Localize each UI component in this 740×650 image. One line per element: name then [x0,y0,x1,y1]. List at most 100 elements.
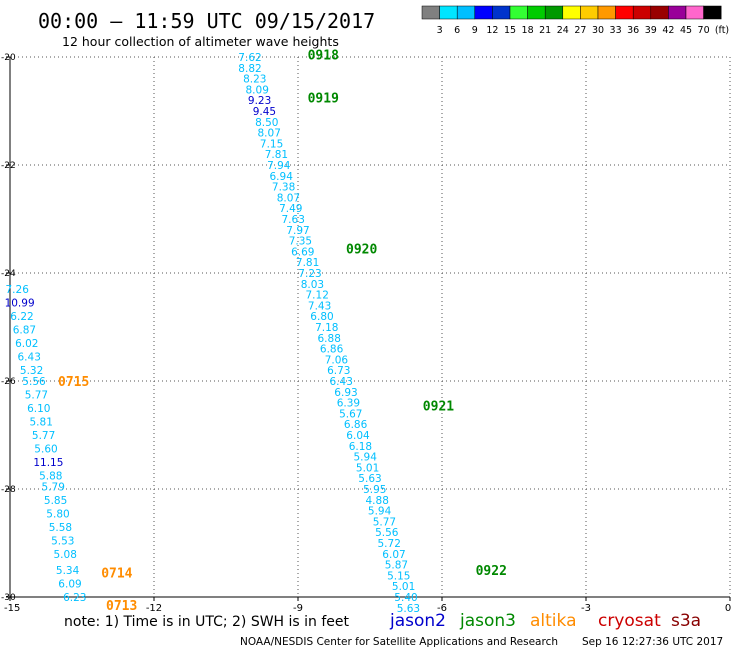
swh-value-label: 6.73 [327,365,350,377]
legend-entry-jason2: jason2 [389,611,446,631]
note-text: note: 1) Time is in UTC; 2) SWH is in fe… [64,614,350,630]
swh-value-label: 7.94 [267,160,291,172]
colorbar-tick-label: 30 [592,25,604,36]
swh-value-label: 5.40 [394,592,417,604]
swh-value-label: 7.81 [296,257,319,269]
swh-value-label: 6.04 [346,430,370,442]
swh-value-label: 7.43 [308,300,331,312]
swh-value-label: 5.01 [392,581,415,593]
swh-value-label: 5.56 [22,376,46,388]
x-tick-label: -15 [4,603,20,614]
swh-value-label: 7.26 [6,284,30,296]
page-title: 00:00 – 11:59 UTC 09/15/2017 [38,9,375,33]
pass-time-label: 0918 [308,48,339,63]
swh-value-label: 7.62 [238,52,261,64]
swh-value-label: 7.81 [265,149,288,161]
swh-value-label: 5.81 [30,417,53,429]
x-tick-label: 0 [725,603,731,614]
swh-value-label: 7.18 [315,322,338,334]
swh-value-label: 8.50 [255,117,278,129]
colorbar-tick-label: 12 [486,25,498,36]
swh-value-label: 5.77 [25,390,48,402]
swh-value-label: 6.18 [349,441,372,453]
swh-value-label: 5.94 [354,452,378,464]
x-tick-label: -12 [146,603,162,614]
colorbar-swatch [562,5,581,20]
colorbar-tick-label: 70 [698,25,710,36]
colorbar-swatch [509,5,528,20]
colorbar-swatch [421,5,440,20]
y-tick-label: -22 [1,161,16,171]
colorbar-swatch [544,5,564,20]
colorbar-tick-label: 45 [680,25,692,36]
y-tick-label: -28 [1,485,16,495]
pass-time-label: 0920 [346,243,377,258]
swh-value-label: 5.85 [44,495,67,507]
swh-value-label: 5.63 [358,473,381,485]
pass-time-label: 0714 [101,567,132,582]
swh-value-label: 5.80 [46,508,69,520]
swh-value-label: 7.12 [306,290,329,302]
colorbar-swatch [703,5,722,20]
swh-value-label: 5.08 [54,549,77,561]
y-tick-label: -24 [1,269,16,279]
page-subtitle: 12 hour collection of altimeter wave hei… [62,34,339,49]
swh-value-label: 6.94 [270,171,294,183]
swh-value-label: 7.97 [286,225,309,237]
swh-value-label: 6.07 [382,549,405,561]
x-tick-label: -6 [437,603,447,614]
swh-value-label: 6.43 [18,352,41,364]
swh-value-label: 8.82 [238,63,261,75]
swh-value-label: 6.69 [291,246,314,258]
satellite-legend: jason2 jason3 altika cryosat s3a [389,611,701,631]
colorbar-swatch [439,5,458,20]
colorbar-tick-label: 3 [437,25,443,36]
legend-entry-jason3: jason3 [459,611,516,631]
swh-value-label: 5.34 [56,565,80,577]
swh-value-label: 7.06 [325,354,349,366]
swh-value-label: 6.88 [318,333,341,345]
legend-entry-s3a: s3a [671,611,701,631]
swh-value-label: 8.07 [277,192,300,204]
colorbar-tick-label: 6 [454,25,460,36]
colorbar-swatch [474,5,493,20]
swh-value-label: 9.23 [248,95,271,107]
colorbar-legend: 3 6 9 12 15 18 21 24 27 30 33 36 39 42 45 70 (ft) [421,5,729,36]
swh-value-label: 5.72 [378,538,401,550]
swh-value-label: 7.49 [279,203,302,215]
colorbar-tick-label: 42 [662,25,674,36]
plot-marks: 7.628.828.238.099.239.458.508.077.157.81… [5,48,507,614]
swh-value-label: 5.53 [51,535,74,547]
swh-value-label: 5.95 [363,484,386,496]
colorbar-swatch [668,5,687,20]
colorbar-tick-label: 27 [574,25,586,36]
swh-value-label: 4.88 [366,495,389,507]
pass-time-label: 0922 [476,564,507,579]
colorbar-tick-label: 21 [539,25,551,36]
swh-value-label: 7.35 [289,236,312,248]
pass-time-label: 0715 [58,375,89,390]
swh-value-label: 8.23 [243,74,266,86]
colorbar-swatch [456,5,476,20]
colorbar-unit: (ft) [715,25,729,36]
swh-value-label: 5.79 [42,481,65,493]
swh-value-label: 7.15 [260,138,283,150]
swh-value-label: 6.10 [27,403,50,415]
colorbar-swatch [650,5,669,20]
swh-value-label: 5.87 [385,560,408,572]
legend-entry-cryosat: cryosat [598,611,661,631]
swh-value-label: 11.15 [33,457,63,469]
swh-value-label: 6.43 [330,376,353,388]
swh-value-label: 5.88 [39,471,62,483]
swh-value-label: 8.03 [301,279,324,291]
swh-value-label: 5.60 [34,444,57,456]
pass-time-label: 0713 [106,599,137,614]
timestamp-text: Sep 16 12:27:36 UTC 2017 [582,636,723,648]
x-tick-label: -3 [581,603,591,614]
swh-value-label: 8.07 [258,128,281,140]
swh-value-label: 5.32 [20,365,43,377]
colorbar-swatch [580,5,599,20]
swh-value-label: 6.39 [337,398,360,410]
swh-value-label: 6.23 [63,592,86,604]
